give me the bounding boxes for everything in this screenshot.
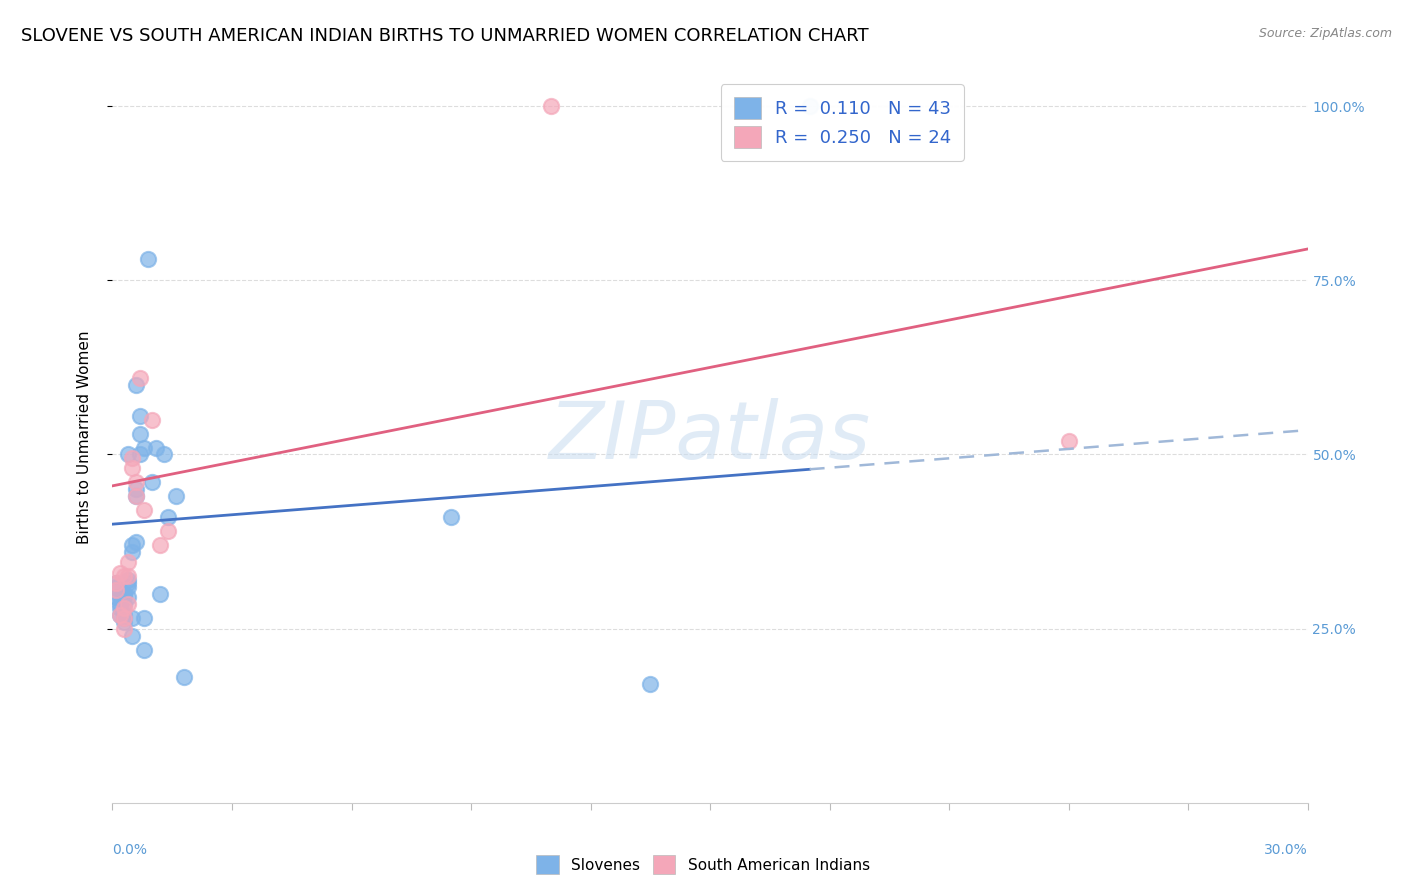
Point [117, 580, 139, 594]
Point [129, 426, 152, 441]
Point [121, 461, 143, 475]
Point [121, 450, 143, 465]
Point [105, 591, 128, 605]
Point [105, 576, 128, 591]
Point [1057, 434, 1080, 448]
Point [640, 677, 662, 691]
Point [440, 510, 463, 524]
Point [110, 597, 132, 611]
Point [134, 642, 156, 657]
Point [121, 629, 143, 643]
Point [134, 503, 156, 517]
Point [125, 534, 148, 549]
Point [110, 566, 132, 580]
Point [110, 600, 132, 615]
Text: 30.0%: 30.0% [1264, 843, 1308, 857]
Point [134, 611, 156, 625]
Point [114, 587, 135, 601]
Point [117, 556, 139, 570]
Point [121, 545, 143, 559]
Text: 0.0%: 0.0% [112, 843, 148, 857]
Legend: Slovenes, South American Indians: Slovenes, South American Indians [530, 849, 876, 880]
Point [157, 524, 180, 538]
Point [117, 591, 139, 605]
Point [125, 483, 148, 497]
Point [105, 576, 128, 591]
Point [105, 580, 128, 594]
Point [114, 622, 135, 636]
Point [114, 611, 135, 625]
Point [114, 569, 135, 583]
Point [125, 489, 148, 503]
Legend: R =  0.110   N = 43, R =  0.250   N = 24: R = 0.110 N = 43, R = 0.250 N = 24 [721, 84, 965, 161]
Point [114, 591, 135, 605]
Point [114, 615, 135, 629]
Point [117, 448, 139, 462]
Point [117, 569, 139, 583]
Point [129, 371, 152, 385]
Point [149, 587, 172, 601]
Point [540, 99, 562, 113]
Text: ZIPatlas: ZIPatlas [548, 398, 872, 476]
Point [125, 489, 148, 503]
Point [799, 99, 821, 113]
Point [153, 448, 176, 462]
Text: Source: ZipAtlas.com: Source: ZipAtlas.com [1258, 27, 1392, 40]
Point [134, 441, 156, 455]
Point [117, 573, 139, 587]
Point [129, 448, 152, 462]
Point [165, 489, 187, 503]
Point [114, 611, 135, 625]
Point [125, 475, 148, 490]
Point [117, 576, 139, 591]
Point [157, 510, 180, 524]
Point [125, 377, 148, 392]
Point [149, 538, 172, 552]
Point [114, 600, 135, 615]
Point [110, 591, 132, 605]
Point [141, 412, 163, 426]
Point [121, 538, 143, 552]
Point [138, 252, 160, 267]
Point [117, 597, 139, 611]
Point [129, 409, 152, 424]
Point [114, 607, 135, 622]
Point [110, 607, 132, 622]
Text: SLOVENE VS SOUTH AMERICAN INDIAN BIRTHS TO UNMARRIED WOMEN CORRELATION CHART: SLOVENE VS SOUTH AMERICAN INDIAN BIRTHS … [21, 27, 869, 45]
Point [105, 583, 128, 598]
Point [145, 441, 167, 455]
Point [110, 607, 132, 622]
Point [173, 670, 195, 684]
Point [141, 475, 163, 490]
Y-axis label: Births to Unmarried Women: Births to Unmarried Women [77, 330, 91, 544]
Point [121, 611, 143, 625]
Point [114, 597, 135, 611]
